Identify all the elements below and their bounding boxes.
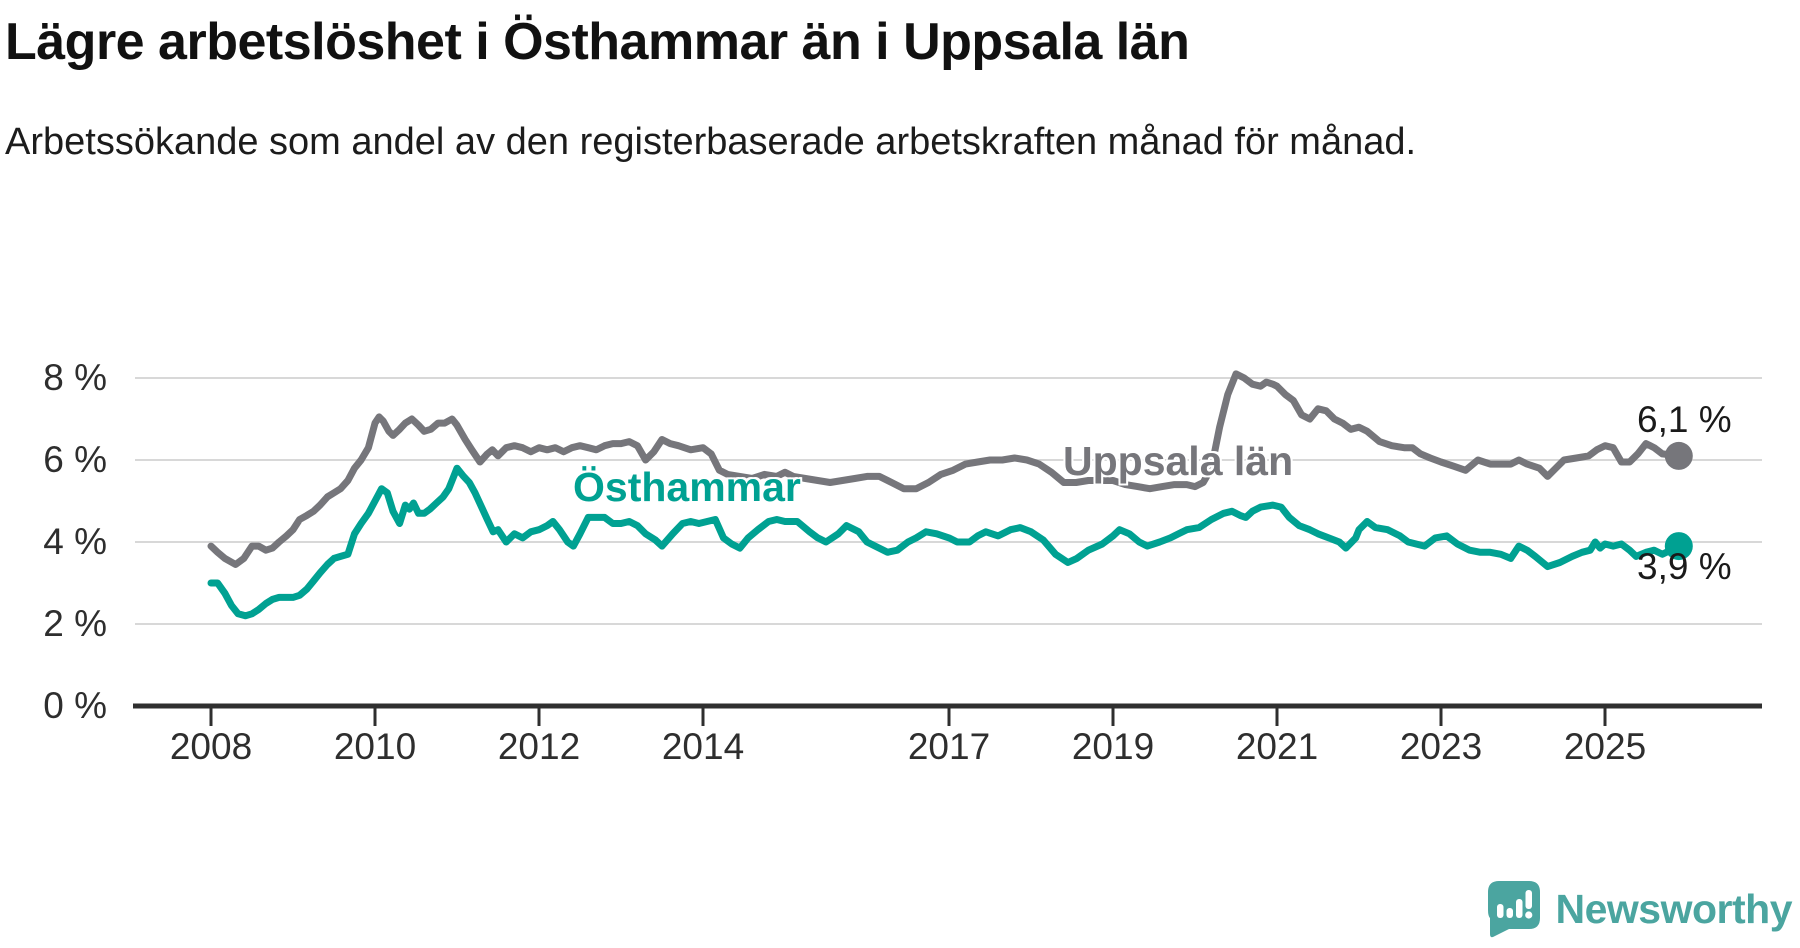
- x-tick-label-2010: 2010: [333, 726, 417, 767]
- end-value-label-osthammar: 3,9 %: [1637, 546, 1732, 587]
- end-dot-osthammar: [1664, 532, 1693, 561]
- y-tick-label-2: 2 %: [43, 603, 107, 644]
- x-tick-label-2019: 2019: [1071, 726, 1155, 767]
- series-line-osthammar: [207, 464, 1683, 620]
- x-tick-label-2025: 2025: [1563, 726, 1647, 767]
- y-tick-label-8: 8 %: [43, 357, 107, 398]
- x-tick-label-2017: 2017: [907, 726, 991, 767]
- newsworthy-logo: Newsworthy: [1487, 880, 1793, 938]
- series-label-uppsala-lan: Uppsala län: [1063, 438, 1294, 484]
- x-tick-label-2023: 2023: [1399, 726, 1483, 767]
- series-label-osthammar: Östhammar: [573, 464, 801, 510]
- x-tick-label-2012: 2012: [497, 726, 581, 767]
- end-value-label-uppsala: 6,1 %: [1637, 399, 1732, 440]
- newsworthy-logo-text: Newsworthy: [1555, 885, 1793, 932]
- y-tick-label-6: 6 %: [43, 439, 107, 480]
- y-tick-label-4: 4 %: [43, 521, 107, 562]
- chart-subtitle: Arbetssökande som andel av den registerb…: [5, 121, 1417, 163]
- newsworthy-logo-icon: [1487, 881, 1540, 938]
- x-tick-label-2014: 2014: [661, 726, 745, 767]
- series-line-uppsala-lan: [207, 370, 1683, 568]
- end-dot-uppsala-lan: [1664, 441, 1693, 470]
- y-tick-label-0: 0 %: [43, 685, 107, 726]
- chart-title: Lägre arbetslöshet i Östhammar än i Upps…: [5, 13, 1190, 71]
- x-tick-label-2008: 2008: [169, 726, 253, 767]
- x-tick-label-2021: 2021: [1235, 726, 1319, 767]
